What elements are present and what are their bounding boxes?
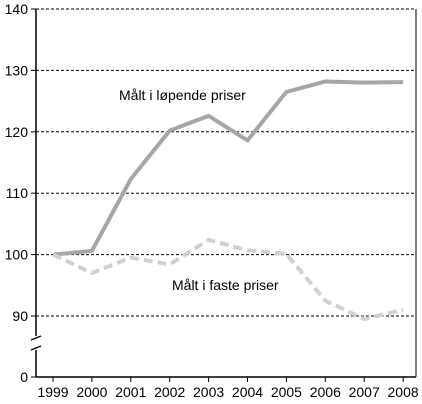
x-tick-label-2001: 2001 — [115, 384, 146, 400]
y-tick-label-0: 0 — [20, 369, 28, 385]
x-tick-label-2002: 2002 — [154, 384, 185, 400]
grid — [36, 8, 416, 317]
series-label-current-prices: Målt i løpende priser — [119, 87, 246, 103]
x-tick-label-1999: 1999 — [37, 384, 68, 400]
axis-break-mark — [30, 335, 42, 341]
y-tick-label-140: 140 — [5, 1, 29, 17]
series-label-fixed-prices: Målt i faste priser — [172, 277, 279, 293]
series-lines — [52, 79, 404, 322]
y-tick-label-120: 120 — [5, 124, 29, 140]
x-tick-label-2007: 2007 — [349, 384, 380, 400]
series-line-1 — [52, 237, 404, 322]
y-tick-label-90: 90 — [12, 308, 28, 324]
y-tick-label-130: 130 — [5, 62, 29, 78]
axes — [30, 8, 417, 382]
x-tick-label-2005: 2005 — [271, 384, 302, 400]
y-tick-labels: 0 90 100 110 120 130 140 — [5, 1, 29, 385]
x-tick-label-2006: 2006 — [310, 384, 341, 400]
x-tick-label-2008: 2008 — [388, 384, 419, 400]
x-tick-label-2003: 2003 — [193, 384, 224, 400]
y-tick-label-110: 110 — [6, 185, 29, 201]
axis-break-mark — [30, 345, 42, 351]
x-tick-label-2004: 2004 — [232, 384, 263, 400]
x-tick-labels: 1999 2000 2001 2002 2003 2004 2005 2006 2007 2008 — [37, 384, 418, 400]
y-tick-label-100: 100 — [5, 247, 29, 263]
x-tick-label-2000: 2000 — [76, 384, 107, 400]
series-line-0 — [52, 79, 404, 257]
